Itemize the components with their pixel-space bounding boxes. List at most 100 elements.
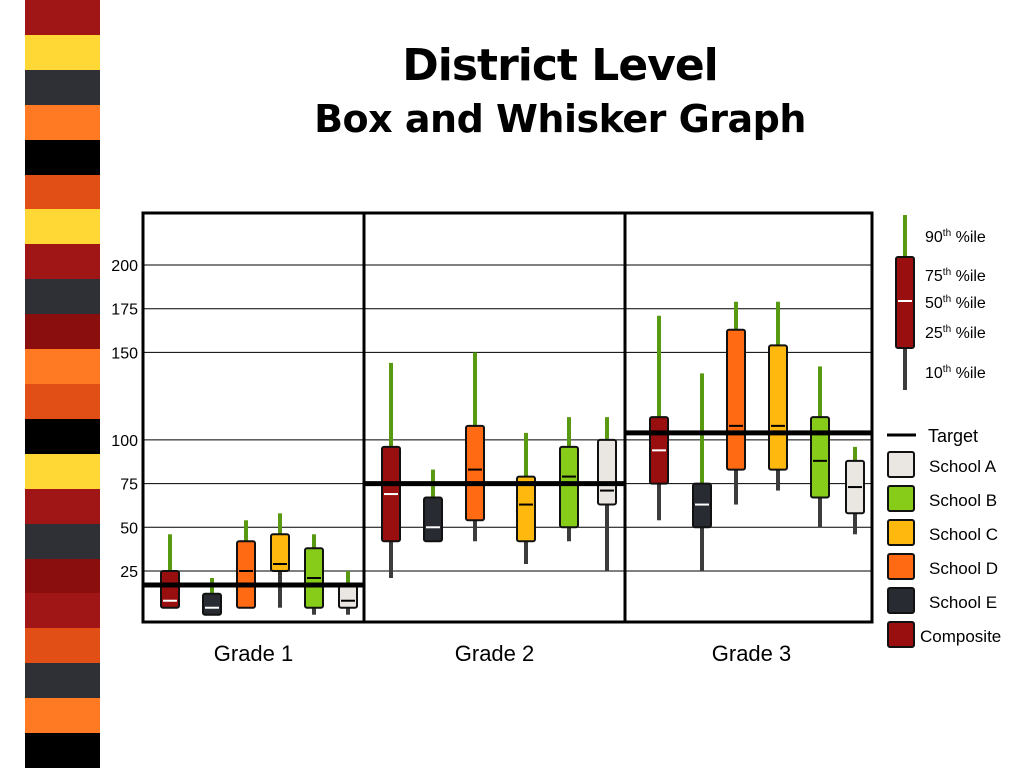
box-grade-2-school-e: [423, 469, 443, 543]
stripe-18: [25, 628, 100, 664]
box-body: [270, 533, 290, 573]
percentile-suffix: %ile: [951, 295, 986, 312]
plot-frame: [141, 211, 874, 624]
group-label: Grade 3: [712, 641, 792, 666]
gridlines: [143, 264, 872, 572]
legend-series-label: School B: [929, 491, 997, 510]
box-grade-2-school-b: [559, 417, 579, 542]
legend-swatch-school-d: [887, 553, 915, 580]
y-tick-label: 200: [111, 258, 138, 275]
box-body: [160, 570, 180, 609]
group-labels: Grade 1 Grade 2 Grade 3: [214, 641, 792, 666]
percentile-ordinal: th: [943, 324, 951, 335]
y-tick-label: 100: [111, 433, 138, 450]
legend-percentile-label: 10th %ile: [925, 364, 986, 382]
box-grade-3-school-e: [692, 373, 712, 571]
percentile-ordinal: th: [943, 267, 951, 278]
legend-key-box: [895, 256, 915, 349]
percentile-suffix: %ile: [951, 325, 986, 342]
box-grade-1-composite: [160, 534, 180, 609]
stripe-14: [25, 488, 100, 524]
legend-series-label: School A: [929, 457, 997, 476]
box-body: [516, 475, 536, 543]
stripe-3: [25, 104, 100, 140]
legend-series-label: School C: [929, 525, 998, 544]
box-body: [726, 328, 746, 471]
plot-border: [141, 211, 874, 624]
legend-series-label: School E: [929, 593, 997, 612]
box-grade-2-school-c: [516, 432, 536, 565]
box-grade-2-school-d: [465, 352, 485, 542]
stripe-2: [25, 69, 100, 105]
stripe-6: [25, 209, 100, 245]
legend-target-label: Target: [928, 426, 978, 446]
page-title: District Level: [402, 40, 719, 91]
legend-swatch-school-e: [887, 587, 915, 614]
stripe-21: [25, 733, 100, 768]
percentile-ordinal: th: [943, 294, 951, 305]
box-grade-1-school-a: [338, 571, 358, 615]
decorative-stripes: [25, 0, 100, 768]
box-grade-3-school-a: [845, 446, 865, 535]
stripe-1: [25, 34, 100, 70]
stripe-12: [25, 418, 100, 454]
box-body: [236, 540, 256, 609]
box-body: [202, 592, 222, 616]
percentile-ordinal: th: [943, 228, 951, 239]
legend-percentile-label: 25th %ile: [925, 324, 986, 342]
stripe-20: [25, 698, 100, 734]
y-tick-label: 25: [120, 564, 138, 581]
legend-swatch-school-a: [887, 451, 915, 478]
stripe-10: [25, 349, 100, 384]
title-block: District Level Box and Whisker Graph: [200, 38, 920, 144]
legend-percentile-label: 75th %ile: [925, 267, 986, 285]
legend-percentile-label: 90th %ile: [925, 228, 986, 246]
legend-percentile-label: 50th %ile: [925, 294, 986, 312]
stripe-4: [25, 139, 100, 175]
box-body: [423, 496, 443, 543]
y-tick-label: 50: [120, 520, 138, 537]
percentile-suffix: %ile: [951, 268, 986, 285]
percentile-suffix: %ile: [951, 229, 986, 246]
box-grade-3-school-c: [768, 301, 788, 491]
stripe-8: [25, 279, 100, 315]
stripe-17: [25, 593, 100, 629]
legend-series-label: Composite: [920, 627, 1001, 646]
percentile-number: 90: [925, 229, 943, 246]
legend-series-label: School D: [929, 559, 998, 578]
box-grade-1-school-d: [236, 520, 256, 609]
box-body: [338, 583, 358, 609]
y-tick-label: 150: [111, 345, 138, 362]
box-body: [465, 424, 485, 522]
box-plots: [160, 301, 865, 616]
box-body: [768, 344, 788, 471]
y-tick-label: 175: [111, 302, 138, 319]
percentile-number: 75: [925, 268, 943, 285]
percentile-number: 25: [925, 325, 943, 342]
percentile-number: 50: [925, 295, 943, 312]
box-grade-1-school-b: [304, 534, 324, 615]
box-body: [810, 416, 830, 499]
box-grade-1-school-c: [270, 513, 290, 608]
percentile-number: 10: [925, 365, 943, 382]
stripe-0: [25, 0, 100, 35]
page-subtitle: Box and Whisker Graph: [314, 97, 806, 141]
stripe-7: [25, 244, 100, 280]
legend-swatch-school-b: [887, 485, 915, 512]
group-label: Grade 1: [214, 641, 294, 666]
stripe-16: [25, 558, 100, 594]
stripe-15: [25, 523, 100, 559]
stripe-13: [25, 453, 100, 489]
box-grade-1-school-e: [202, 577, 222, 616]
box-grade-3-school-d: [726, 301, 746, 505]
target-lines: [143, 430, 872, 588]
legend-swatch-school-c: [887, 519, 915, 546]
stripe-5: [25, 174, 100, 210]
box-grade-2-composite: [381, 362, 401, 578]
stripe-11: [25, 383, 100, 419]
percentile-suffix: %ile: [951, 365, 986, 382]
y-tick-label: 75: [120, 477, 138, 494]
stripe-9: [25, 314, 100, 350]
